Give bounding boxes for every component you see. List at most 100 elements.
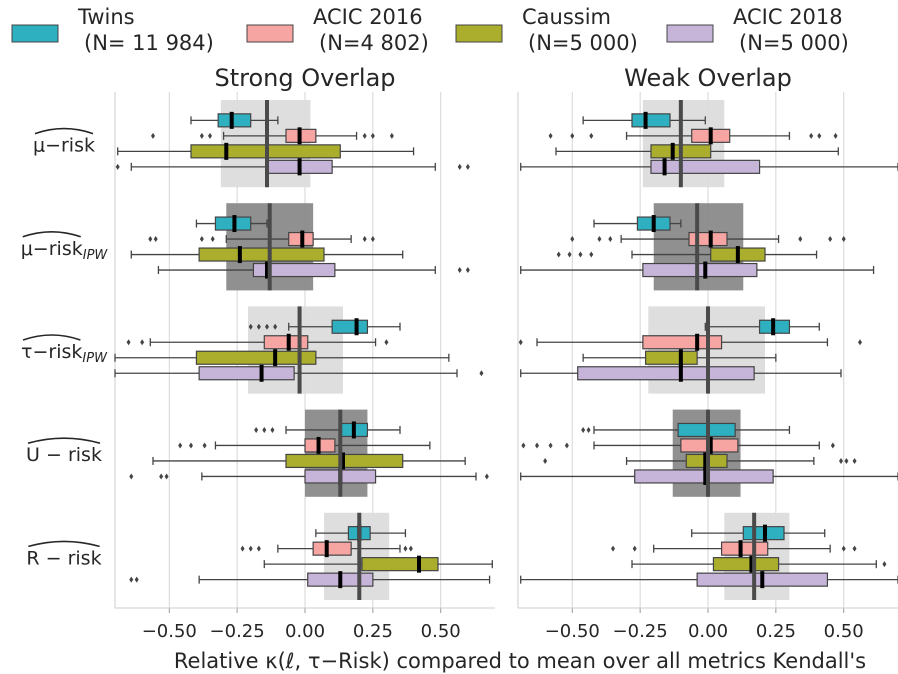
box (198, 247, 325, 262)
flier (809, 132, 814, 139)
box (252, 262, 336, 278)
flier (839, 457, 843, 464)
flier (210, 236, 215, 243)
flier (543, 457, 548, 464)
flier (567, 251, 572, 258)
flier (548, 132, 553, 139)
label-hat (22, 231, 82, 238)
legend-label: Caussim (522, 5, 611, 29)
y-tick-text: μ−risk (33, 134, 95, 156)
label-hat (22, 334, 81, 341)
legend-subtitle: (N=5 000) (528, 31, 638, 55)
x-axis-label: Relative κ(ℓ, τ−Risk) compared to mean o… (174, 649, 866, 673)
flier (521, 442, 526, 449)
flier (570, 236, 575, 243)
x-tick-label: 0.25 (756, 621, 796, 642)
flier (148, 236, 153, 243)
flier (134, 576, 139, 583)
flier (632, 545, 637, 552)
flier (240, 545, 245, 552)
flier (202, 442, 207, 449)
flier (457, 163, 462, 170)
flier (403, 545, 408, 552)
y-tick-label: R − risk (26, 547, 101, 569)
box (720, 541, 769, 556)
y-tick-label: U − risk (26, 444, 102, 466)
flier (126, 339, 131, 346)
flier (199, 236, 204, 243)
flier (589, 132, 594, 139)
flier (465, 163, 470, 170)
flier (852, 457, 857, 464)
flier (852, 545, 857, 552)
box (650, 159, 761, 174)
flier (248, 545, 253, 552)
flier (556, 251, 561, 258)
flier (844, 457, 849, 464)
flier (841, 236, 846, 243)
y-tick-text: R − risk (26, 547, 101, 569)
mean-band (724, 512, 790, 600)
flier (159, 473, 164, 480)
flier (362, 132, 367, 139)
flier (189, 442, 193, 449)
flier (153, 236, 158, 243)
box (331, 319, 369, 334)
box (712, 557, 780, 572)
box (644, 350, 698, 365)
flier (465, 267, 470, 274)
box (577, 366, 755, 381)
x-tick-label: −0.50 (545, 621, 600, 642)
label-hat (28, 540, 100, 548)
flier (262, 426, 267, 433)
flier (254, 426, 259, 433)
flier (129, 473, 134, 480)
flier (362, 236, 367, 243)
legend-label: ACIC 2018 (733, 5, 843, 29)
box (642, 262, 758, 278)
flier (564, 442, 569, 449)
flier (578, 251, 583, 258)
x-tick-label: 0.25 (353, 621, 393, 642)
legend-swatch (11, 24, 59, 43)
flier (457, 267, 462, 274)
flier (273, 323, 278, 330)
x-tick-label: 0.50 (421, 621, 461, 642)
flier (115, 163, 120, 170)
flier (208, 132, 212, 139)
box (361, 557, 439, 572)
flier (828, 236, 833, 243)
flier (570, 132, 575, 139)
box (263, 335, 309, 350)
box (642, 335, 723, 350)
y-tick-text: τ−risk (21, 341, 82, 363)
flier (882, 561, 887, 568)
flier (548, 442, 553, 449)
flier (858, 339, 862, 346)
legend-subtitle: (N= 11 984) (84, 31, 214, 55)
box (688, 231, 728, 247)
flier (151, 132, 155, 139)
flier (270, 426, 275, 433)
y-tick-label: τ−riskIPW (21, 341, 108, 366)
legend-swatch (455, 24, 503, 43)
flier (164, 473, 169, 480)
flier (830, 442, 835, 449)
flier (129, 576, 134, 583)
flier (608, 236, 613, 243)
flier (484, 473, 489, 480)
flier (389, 132, 394, 139)
flier (384, 339, 389, 346)
flier (518, 339, 523, 346)
flier (597, 236, 602, 243)
mean-band (305, 409, 368, 497)
flier (178, 442, 183, 449)
flier (611, 545, 615, 552)
flier (479, 370, 484, 377)
x-tick-label: 0.00 (688, 621, 728, 642)
y-tick-label: μ−risk (33, 134, 95, 156)
legend-label: ACIC 2016 (313, 5, 423, 29)
x-tick-label: −0.25 (613, 621, 668, 642)
flier (265, 323, 269, 330)
